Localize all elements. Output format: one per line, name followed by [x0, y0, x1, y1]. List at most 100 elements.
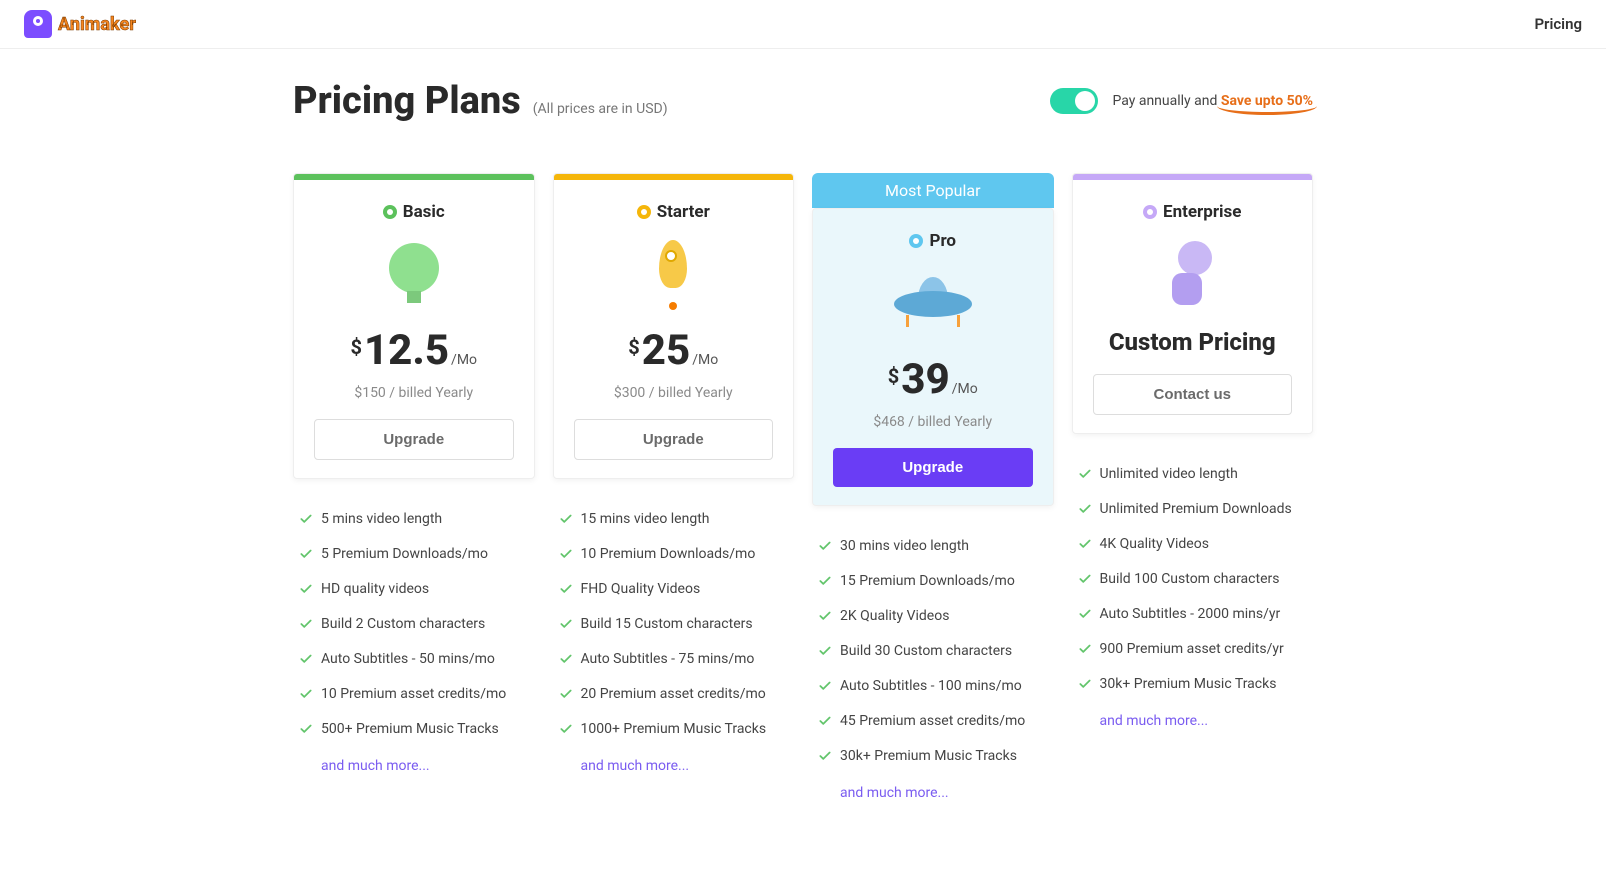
plans-grid: Basic$12.5/Mo$150 / billed YearlyUpgrade…	[293, 173, 1313, 801]
plan-card-pro: Pro $39/Mo $468 / billed Yearly Upgrade	[812, 208, 1054, 506]
annual-toggle[interactable]	[1050, 88, 1098, 114]
header: Animaker Pricing	[0, 0, 1606, 49]
check-icon	[1078, 536, 1092, 555]
feature-text: Build 2 Custom characters	[321, 616, 485, 632]
page-title: Pricing Plans	[293, 79, 521, 123]
feature-text: 10 Premium asset credits/mo	[321, 686, 506, 702]
logo-text: Animaker	[58, 14, 136, 35]
feature-text: 10 Premium Downloads/mo	[581, 546, 756, 562]
feature-item: 10 Premium asset credits/mo	[299, 678, 529, 713]
feature-text: Auto Subtitles - 75 mins/mo	[581, 651, 755, 667]
popular-badge: Most Popular	[812, 173, 1054, 208]
feature-item: HD quality videos	[299, 573, 529, 608]
price-line: $12.5/Mo	[314, 326, 514, 375]
feature-text: 45 Premium asset credits/mo	[840, 713, 1025, 729]
feature-text: 1000+ Premium Music Tracks	[581, 721, 767, 737]
plan-name: Pro	[929, 231, 956, 251]
feature-text: Build 15 Custom characters	[581, 616, 753, 632]
price-suffix: /Mo	[692, 352, 718, 368]
check-icon	[818, 713, 832, 732]
feature-text: 2K Quality Videos	[840, 608, 949, 624]
feature-text: Build 100 Custom characters	[1100, 571, 1280, 587]
price-currency: $	[628, 335, 639, 359]
toggle-label: Pay annually and Save upto 50%	[1112, 93, 1313, 109]
more-link[interactable]: and much more...	[840, 785, 1054, 801]
plan-name: Enterprise	[1163, 202, 1241, 222]
feature-text: 500+ Premium Music Tracks	[321, 721, 499, 737]
card-body: Pro $39/Mo $468 / billed Yearly Upgrade	[813, 209, 1053, 505]
upgrade-button-starter[interactable]: Upgrade	[574, 419, 774, 460]
more-link[interactable]: and much more...	[1100, 713, 1314, 729]
plan-name-row: Enterprise	[1093, 202, 1293, 222]
check-icon	[818, 748, 832, 767]
feature-text: 30k+ Premium Music Tracks	[1100, 676, 1277, 692]
check-icon	[1078, 641, 1092, 660]
feature-item: Auto Subtitles - 50 mins/mo	[299, 643, 529, 678]
feature-text: Auto Subtitles - 50 mins/mo	[321, 651, 495, 667]
plan-col-basic: Basic$12.5/Mo$150 / billed YearlyUpgrade…	[293, 173, 535, 774]
feature-item: 500+ Premium Music Tracks	[299, 713, 529, 748]
feature-text: 20 Premium asset credits/mo	[581, 686, 766, 702]
upgrade-button-pro[interactable]: Upgrade	[833, 448, 1033, 487]
feature-item: 5 mins video length	[299, 503, 529, 538]
plan-bullet-icon	[1143, 205, 1157, 219]
feature-text: 30 mins video length	[840, 538, 969, 554]
billed-text: $300 / billed Yearly	[574, 385, 774, 401]
price-currency: $	[888, 364, 899, 388]
feature-item: Build 30 Custom characters	[818, 635, 1048, 670]
feature-list: 15 mins video length 10 Premium Downloads…	[553, 503, 795, 748]
plan-name: Starter	[657, 202, 710, 222]
plan-name-row: Starter	[574, 202, 774, 222]
nav-pricing-link[interactable]: Pricing	[1534, 15, 1582, 33]
price-currency: $	[350, 335, 361, 359]
contact-us-button[interactable]: Contact us	[1093, 374, 1293, 415]
upgrade-button-basic[interactable]: Upgrade	[314, 419, 514, 460]
check-icon	[299, 511, 313, 530]
more-link[interactable]: and much more...	[321, 758, 535, 774]
feature-item: 10 Premium Downloads/mo	[559, 538, 789, 573]
price-line: $39/Mo	[833, 355, 1033, 404]
plan-illustration-icon	[1093, 236, 1293, 310]
card-body: Starter$25/Mo$300 / billed YearlyUpgrade	[554, 180, 794, 478]
title-left: Pricing Plans (All prices are in USD)	[293, 79, 668, 123]
feature-list: 30 mins video length 15 Premium Downloads…	[812, 530, 1054, 775]
toggle-save-text: Save upto 50%	[1221, 93, 1313, 109]
price-suffix: /Mo	[952, 381, 978, 397]
feature-item: Auto Subtitles - 2000 mins/yr	[1078, 598, 1308, 633]
more-link[interactable]: and much more...	[581, 758, 795, 774]
plan-name: Basic	[403, 202, 445, 222]
card-body: Basic$12.5/Mo$150 / billed YearlyUpgrade	[294, 180, 534, 478]
logo[interactable]: Animaker	[24, 10, 136, 38]
title-row: Pricing Plans (All prices are in USD) Pa…	[293, 79, 1313, 123]
check-icon	[818, 538, 832, 557]
card-body: EnterpriseCustom PricingContact us	[1073, 180, 1313, 433]
feature-item: Unlimited Premium Downloads	[1078, 493, 1308, 528]
feature-item: 4K Quality Videos	[1078, 528, 1308, 563]
feature-item: 15 mins video length	[559, 503, 789, 538]
feature-item: Build 2 Custom characters	[299, 608, 529, 643]
feature-item: 15 Premium Downloads/mo	[818, 565, 1048, 600]
feature-item: 30k+ Premium Music Tracks	[1078, 668, 1308, 703]
feature-item: 30k+ Premium Music Tracks	[818, 740, 1048, 775]
check-icon	[818, 608, 832, 627]
feature-text: Auto Subtitles - 2000 mins/yr	[1100, 606, 1281, 622]
price-suffix: /Mo	[451, 352, 477, 368]
plan-col-pro: Most Popular Pro $39/Mo $468 / billed Yearl…	[812, 173, 1054, 801]
check-icon	[818, 678, 832, 697]
check-icon	[1078, 466, 1092, 485]
feature-item: FHD Quality Videos	[559, 573, 789, 608]
plan-name-row: Pro	[833, 231, 1033, 251]
feature-text: Unlimited video length	[1100, 466, 1238, 482]
feature-item: 30 mins video length	[818, 530, 1048, 565]
plan-card-basic: Basic$12.5/Mo$150 / billed YearlyUpgrade	[293, 173, 535, 479]
feature-item: 5 Premium Downloads/mo	[299, 538, 529, 573]
feature-text: 15 Premium Downloads/mo	[840, 573, 1015, 589]
plan-card-starter: Starter$25/Mo$300 / billed YearlyUpgrade	[553, 173, 795, 479]
feature-text: 5 mins video length	[321, 511, 442, 527]
check-icon	[559, 686, 573, 705]
check-icon	[559, 511, 573, 530]
check-icon	[818, 643, 832, 662]
billing-toggle-area: Pay annually and Save upto 50%	[1050, 88, 1313, 114]
billed-text: $468 / billed Yearly	[833, 414, 1033, 430]
check-icon	[299, 616, 313, 635]
